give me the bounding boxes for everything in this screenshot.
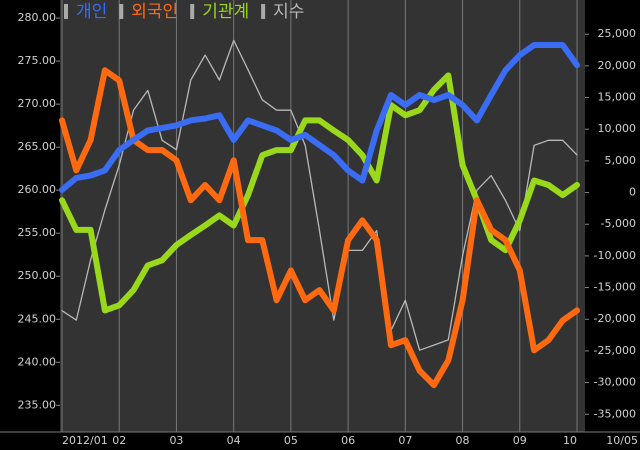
y2-tick-label: -30,000 bbox=[594, 376, 636, 389]
legend-label: 기관계 bbox=[202, 2, 249, 22]
legend-label: 외국인 bbox=[131, 2, 178, 22]
plot-area bbox=[60, 0, 585, 432]
y-tick-label: 265.00 bbox=[18, 140, 57, 153]
x-tick-label: 07 bbox=[398, 434, 412, 447]
legend-marker bbox=[64, 4, 68, 19]
x-tick-label: 09 bbox=[513, 434, 527, 447]
y-tick-label: 240.00 bbox=[18, 355, 57, 368]
y2-tick-label: -25,000 bbox=[594, 344, 636, 357]
series-line bbox=[61, 39, 578, 351]
y2-tick-label: -15,000 bbox=[594, 281, 636, 294]
y-tick-label: 255.00 bbox=[18, 226, 57, 239]
y-tick-label: 280.00 bbox=[18, 11, 57, 24]
x-tick-label: 05 bbox=[284, 434, 298, 447]
y2-tick-label: -10,000 bbox=[594, 249, 636, 262]
y2-tick-label: 5,000 bbox=[605, 154, 637, 167]
y-tick-label: 275.00 bbox=[18, 54, 57, 67]
x-tick-label: 04 bbox=[227, 434, 241, 447]
y2-tick-label: -5,000 bbox=[601, 217, 636, 230]
y2-tick-label: 25,000 bbox=[598, 27, 637, 40]
x-tick-label: 02 bbox=[112, 434, 126, 447]
x-tick-label: 10 bbox=[563, 434, 577, 447]
legend-marker bbox=[119, 4, 124, 19]
legend-label: 개인 bbox=[76, 2, 107, 22]
y2-tick-label: 10,000 bbox=[598, 122, 637, 135]
y-tick-label: 270.00 bbox=[18, 97, 57, 110]
x-end-label: 10/05 bbox=[606, 434, 638, 447]
y2-tick-label: 15,000 bbox=[598, 91, 637, 104]
y-tick-label: 260.00 bbox=[18, 183, 57, 196]
series-line bbox=[59, 42, 580, 193]
y2-tick-label: -20,000 bbox=[594, 312, 636, 325]
y-tick-label: 235.00 bbox=[18, 398, 57, 411]
y-tick-label: 245.00 bbox=[18, 312, 57, 325]
legend-marker bbox=[261, 4, 266, 19]
legend-label: 지수 bbox=[273, 2, 304, 22]
legend-marker bbox=[190, 4, 195, 19]
y2-tick-label: 20,000 bbox=[598, 59, 637, 72]
series-line bbox=[59, 67, 580, 389]
series-line bbox=[59, 72, 580, 314]
y-tick-label: 250.00 bbox=[18, 269, 57, 282]
x-tick-label: 06 bbox=[341, 434, 355, 447]
y2-tick-label: 0 bbox=[629, 186, 636, 199]
y2-tick-label: -35,000 bbox=[594, 407, 636, 420]
x-tick-label: 03 bbox=[169, 434, 183, 447]
x-tick-label: 08 bbox=[456, 434, 470, 447]
x-tick-label: 2012/01 bbox=[62, 434, 108, 447]
